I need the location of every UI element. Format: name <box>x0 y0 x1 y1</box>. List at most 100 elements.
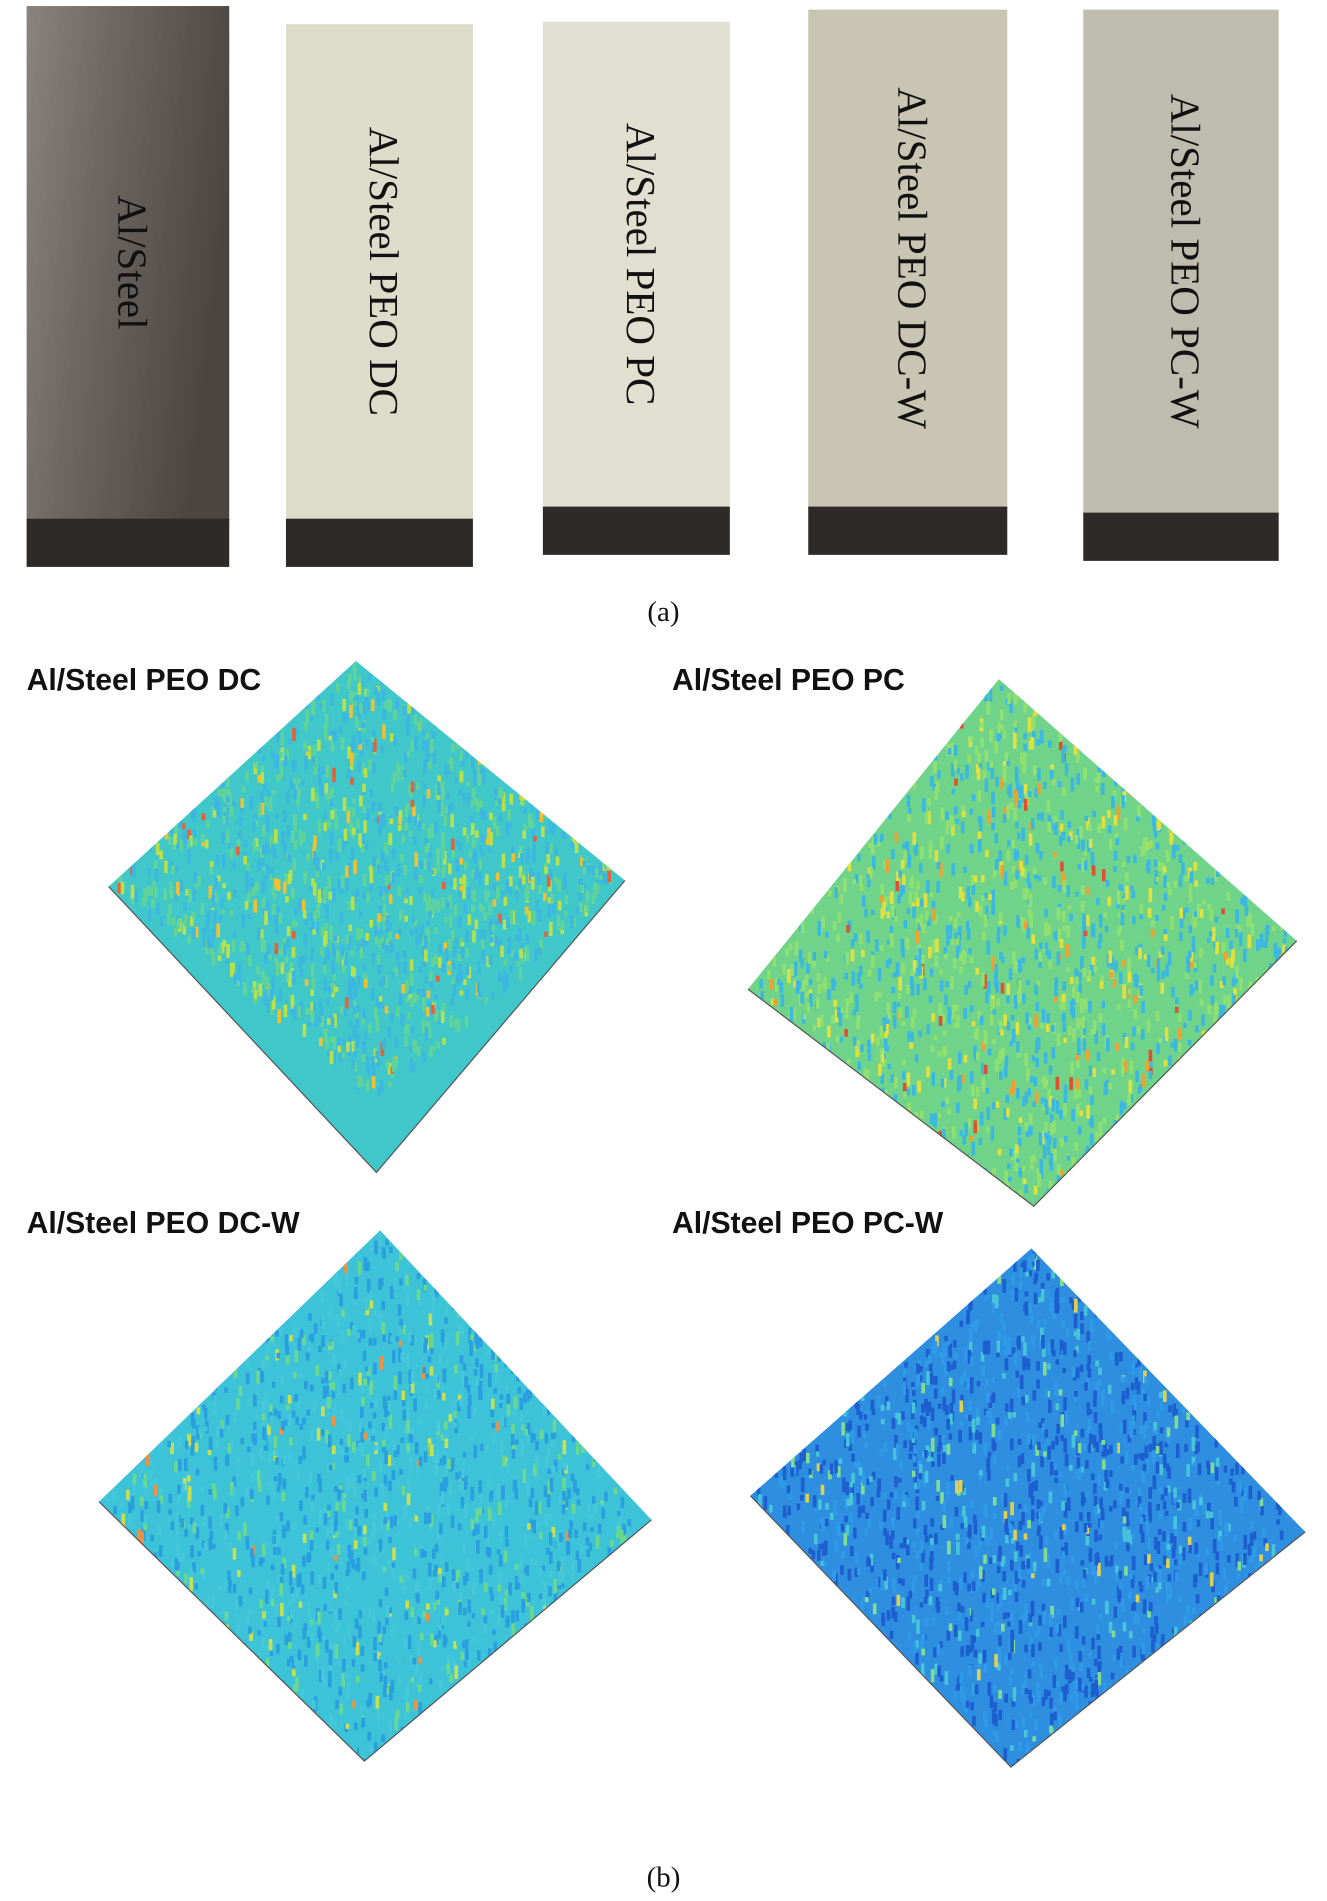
speckle <box>362 783 366 793</box>
speckle <box>1164 1027 1169 1042</box>
speckle <box>859 983 863 990</box>
speckle <box>952 1126 956 1139</box>
speckle <box>1077 864 1081 870</box>
speckle <box>444 1317 448 1324</box>
speckle <box>479 1495 484 1505</box>
speckle <box>905 840 910 854</box>
speckle <box>1006 850 1011 861</box>
speckle <box>1030 1261 1035 1267</box>
sample-base <box>542 506 730 555</box>
speckle <box>890 891 894 904</box>
speckle <box>465 1650 469 1661</box>
speckle <box>423 1341 428 1354</box>
speckle <box>1004 752 1009 762</box>
speckle <box>941 1046 946 1058</box>
speckle <box>851 1472 855 1484</box>
speckle <box>963 1055 968 1063</box>
speckle <box>372 1772 376 1784</box>
speckle <box>353 667 357 681</box>
speckle <box>417 1301 422 1307</box>
speckle <box>1186 1062 1191 1069</box>
speckle <box>283 1004 288 1018</box>
speckle <box>1115 1565 1119 1576</box>
speckle <box>1088 1086 1093 1095</box>
speckle <box>391 872 396 884</box>
speckle <box>491 1422 496 1429</box>
speckle <box>415 782 420 790</box>
speckle <box>1013 720 1018 728</box>
speckle <box>498 1571 502 1585</box>
speckle <box>1133 1009 1138 1020</box>
speckle <box>1021 1561 1026 1570</box>
speckle <box>342 797 347 812</box>
speckle <box>226 830 230 844</box>
speckle <box>1026 980 1030 986</box>
speckle <box>291 783 296 790</box>
speckle <box>505 1384 509 1394</box>
speckle <box>879 1048 884 1055</box>
speckle <box>406 1443 410 1453</box>
speckle <box>1195 1025 1199 1033</box>
speckle <box>363 973 368 980</box>
speckle <box>1101 1023 1106 1036</box>
speckle <box>1023 798 1028 811</box>
speckle <box>347 1433 351 1448</box>
speckle <box>553 1579 557 1594</box>
speckle <box>291 1659 296 1673</box>
speckle <box>496 1549 501 1555</box>
speckle <box>971 1141 976 1156</box>
speckle <box>421 988 425 997</box>
speckle <box>1142 1074 1146 1088</box>
speckle <box>168 903 172 914</box>
speckle <box>1057 884 1062 892</box>
speckle <box>921 924 926 934</box>
speckle <box>492 899 497 907</box>
speckle <box>947 1108 952 1115</box>
speckle <box>361 1607 366 1615</box>
speckle <box>1105 879 1110 887</box>
speckle <box>187 935 191 944</box>
speckle <box>988 688 993 702</box>
speckle <box>283 942 287 957</box>
speckle <box>1027 1088 1032 1097</box>
speckle <box>535 900 539 914</box>
speckle <box>303 1515 307 1525</box>
speckle <box>260 765 265 777</box>
speckle <box>996 1565 1001 1573</box>
speckle <box>1166 1580 1170 1595</box>
speckle <box>346 1041 350 1052</box>
speckle <box>815 1444 819 1457</box>
speckle <box>342 1658 346 1672</box>
speckle <box>552 1466 556 1474</box>
speckle <box>478 1507 483 1516</box>
speckle <box>926 1455 931 1462</box>
speckle <box>500 790 504 799</box>
speckle <box>1113 850 1118 861</box>
speckle <box>1005 1193 1009 1203</box>
speckle <box>467 886 471 901</box>
speckle <box>1142 1514 1146 1522</box>
speckle <box>458 1390 463 1397</box>
speckle <box>933 1112 938 1122</box>
speckle <box>473 771 477 786</box>
speckle <box>405 1741 410 1752</box>
speckle <box>978 1566 983 1580</box>
speckle <box>984 906 989 920</box>
speckle <box>1071 998 1076 1006</box>
speckle <box>342 708 347 723</box>
speckle <box>407 813 412 823</box>
speckle <box>896 1506 901 1520</box>
speckle <box>1077 1290 1081 1302</box>
speckle <box>787 1505 791 1516</box>
speckle <box>503 1597 508 1611</box>
speckle <box>880 1404 885 1411</box>
speckle <box>1030 818 1035 830</box>
speckle <box>449 756 454 771</box>
speckle <box>912 832 917 845</box>
speckle <box>1109 1554 1114 1566</box>
speckle <box>1225 927 1230 938</box>
speckle <box>953 1022 957 1028</box>
speckle <box>496 886 500 901</box>
speckle <box>1199 998 1204 1006</box>
speckle <box>1101 1451 1105 1457</box>
